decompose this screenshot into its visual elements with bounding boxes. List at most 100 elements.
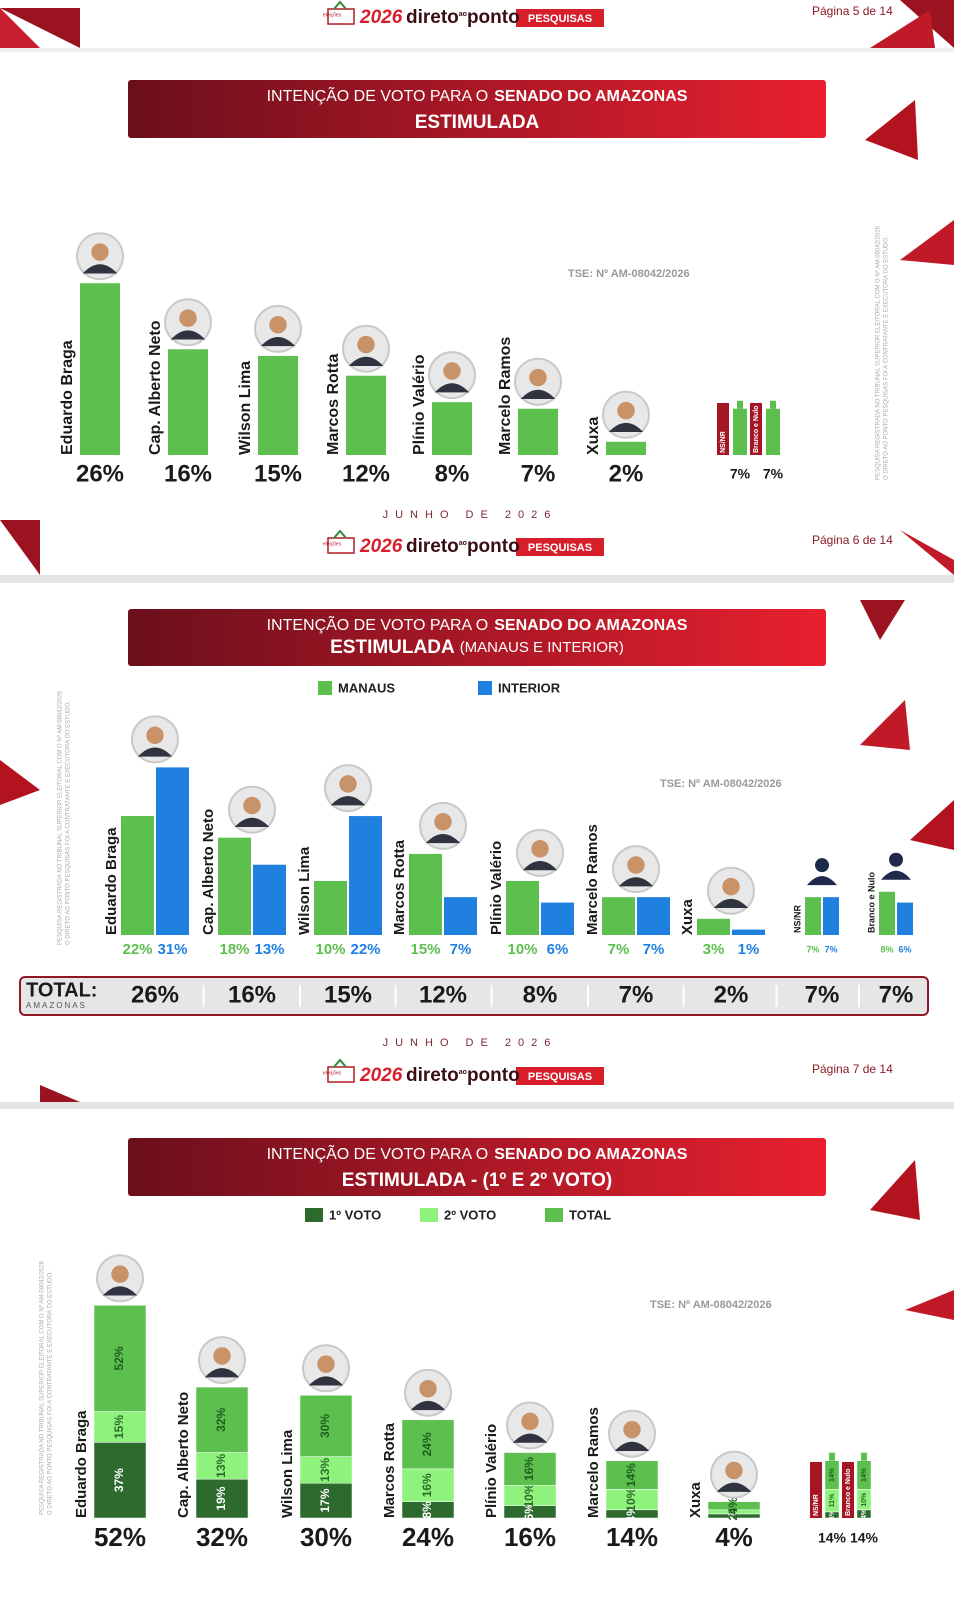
date: JUNHO DE 2026 xyxy=(383,509,558,521)
total-value: 15% xyxy=(324,981,372,1008)
photo-head xyxy=(419,1379,437,1398)
bar-segment xyxy=(503,1452,557,1486)
bar-segment xyxy=(401,1419,455,1470)
photo-head xyxy=(617,401,635,420)
candidate-photo xyxy=(76,232,124,281)
total-label: TOTAL: xyxy=(26,979,97,1001)
bar xyxy=(606,441,646,455)
value-label: 12% xyxy=(342,460,390,487)
side-note: O DIRETO AO PONTO PESQUISAS FOI A CONTRA… xyxy=(66,701,72,945)
candidate-photo xyxy=(707,866,755,915)
x-tick-label: Cap. Alberto Neto xyxy=(147,320,164,455)
total-sublabel: AMAZONAS xyxy=(26,1001,87,1010)
x-tick-label: Branco e Nulo xyxy=(866,871,876,933)
photo-body xyxy=(204,1368,240,1378)
segment-label: 10% xyxy=(522,1483,536,1507)
candidate-photo xyxy=(96,1254,144,1303)
value-label: 22% xyxy=(122,941,152,958)
photo-head xyxy=(725,1461,743,1480)
total-value: 7% xyxy=(805,981,840,1008)
page-label: Página 5 de 14 xyxy=(812,4,893,18)
person-icon xyxy=(881,852,911,880)
value-label: 15% xyxy=(254,460,302,487)
bar xyxy=(733,408,747,455)
category-tag xyxy=(842,1462,854,1518)
total-value: 8% xyxy=(523,981,558,1008)
segment-label: 24% xyxy=(420,1432,434,1456)
logo-badge: eleições xyxy=(323,1070,342,1076)
x-tick-label: Plínio Valério xyxy=(483,1424,500,1518)
x-tick-label: Eduardo Braga xyxy=(59,340,76,455)
value-label: 32% xyxy=(196,1522,248,1552)
title-bar: INTENÇÃO DE VOTO PARA O SENADO DO AMAZONA… xyxy=(128,609,826,666)
segment-label: 6% xyxy=(522,1503,536,1521)
decor xyxy=(0,0,954,1320)
x-tick-label: Marcelo Ramos xyxy=(497,337,514,455)
x-tick-label: Eduardo Braga xyxy=(73,1410,90,1518)
logo-badge: eleições xyxy=(323,541,342,547)
bar xyxy=(346,375,386,455)
photo-body xyxy=(308,1376,344,1386)
title-bar: INTENÇÃO DE VOTO PARA O SENADO DO AMAZONA… xyxy=(128,80,826,138)
bar xyxy=(602,897,635,935)
page-label: Página 6 de 14 xyxy=(812,533,893,547)
chart-title: INTENÇÃO DE VOTO PARA O SENADO DO AMAZONA… xyxy=(267,1143,688,1163)
segment-label: 16% xyxy=(420,1473,434,1497)
bar-segment xyxy=(93,1305,147,1412)
bar xyxy=(432,402,472,455)
value-label: 8% xyxy=(435,460,470,487)
candidate-photo xyxy=(506,1401,554,1450)
value-label: 24% xyxy=(402,1522,454,1552)
x-tick-label: Eduardo Braga xyxy=(103,827,120,935)
x-tick-label: NS/NR xyxy=(720,431,727,453)
segment-label: 14% xyxy=(829,1467,836,1482)
photo-head xyxy=(213,1347,231,1365)
category-tag xyxy=(810,1462,822,1518)
photo-body xyxy=(82,264,118,274)
side-note: PESQUISA REGISTRADA NO TRIBUNAL SUPERIOR… xyxy=(39,1260,46,1515)
x-tick-label: Plínio Valério xyxy=(411,354,428,455)
segment-label: 10% xyxy=(861,1492,868,1507)
chart-subtitle: ESTIMULADA (MANAUS E INTERIOR) xyxy=(330,637,624,658)
segment-label: 32% xyxy=(214,1407,228,1431)
side-note: O DIRETO AO PONTO PESQUISAS FOI A CONTRA… xyxy=(48,1271,54,1515)
icon-head xyxy=(889,852,903,867)
value-label: 2% xyxy=(609,460,644,487)
logo-name: diretoaoponto xyxy=(406,1065,520,1086)
photo-head xyxy=(339,775,357,793)
candidate-photo xyxy=(228,785,276,834)
photo-body xyxy=(614,1441,650,1451)
value-label: 7% xyxy=(521,460,556,487)
bar-segment xyxy=(401,1468,455,1502)
value-label: 6% xyxy=(898,944,911,954)
value-label: 10% xyxy=(507,941,537,958)
photo-body xyxy=(137,747,173,757)
category-tag xyxy=(717,403,729,455)
value-label: 10% xyxy=(315,941,345,958)
photo-head xyxy=(179,309,197,327)
bar-segment xyxy=(299,1395,353,1457)
bar xyxy=(349,816,382,935)
value-label: 16% xyxy=(504,1522,556,1552)
person-icon xyxy=(807,858,837,886)
value-label: 16% xyxy=(164,460,212,487)
bar-segment xyxy=(605,1460,659,1490)
logo-badge: eleições xyxy=(323,12,342,18)
candidate-photo xyxy=(198,1336,246,1385)
x-tick-label: Marcos Rotta xyxy=(391,839,408,935)
candidate-photo xyxy=(324,764,372,813)
legend-swatch xyxy=(420,1208,438,1222)
value-label: 14% xyxy=(850,1530,879,1546)
chart-subtitle: ESTIMULADA xyxy=(415,112,540,133)
total-value: 16% xyxy=(228,981,276,1008)
value-label: 14% xyxy=(818,1530,847,1546)
bar xyxy=(168,349,208,455)
photo-head xyxy=(269,316,287,334)
x-tick-label: Xuxa xyxy=(585,417,602,455)
page-label: Página 7 de 14 xyxy=(812,1062,893,1076)
date: JUNHO DE 2026 xyxy=(383,1037,558,1049)
logo-tag: PESQUISAS xyxy=(528,13,592,25)
x-tick-label: Wilson Lima xyxy=(279,1429,296,1518)
photo-head xyxy=(531,840,549,858)
total-value: 7% xyxy=(619,981,654,1008)
